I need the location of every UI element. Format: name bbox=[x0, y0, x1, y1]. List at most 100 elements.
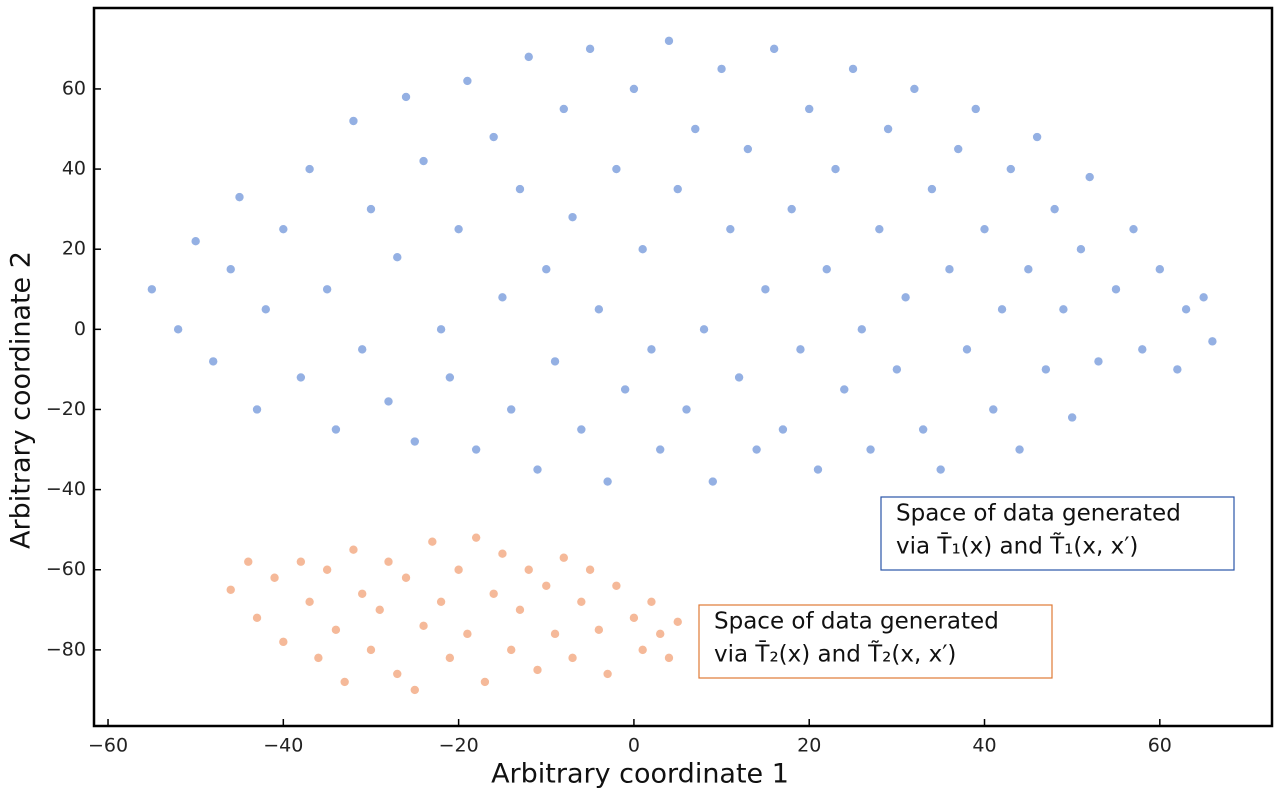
point bbox=[637, 244, 648, 255]
point bbox=[278, 637, 289, 647]
point bbox=[296, 372, 306, 383]
point bbox=[953, 144, 964, 154]
point bbox=[296, 556, 306, 567]
x-tick-label: 20 bbox=[797, 735, 821, 757]
point bbox=[760, 284, 771, 295]
point bbox=[1058, 304, 1069, 315]
x-tick-label: 40 bbox=[972, 735, 996, 757]
point bbox=[778, 424, 788, 435]
point bbox=[1049, 204, 1060, 214]
x-tick-label: −40 bbox=[263, 735, 303, 757]
point bbox=[1006, 164, 1016, 174]
point bbox=[1041, 364, 1051, 375]
point bbox=[234, 192, 245, 202]
point bbox=[331, 625, 341, 635]
point bbox=[418, 621, 429, 631]
point bbox=[1198, 292, 1209, 303]
point bbox=[629, 84, 639, 94]
point bbox=[900, 292, 911, 303]
point bbox=[1155, 264, 1165, 275]
point bbox=[892, 364, 902, 375]
point bbox=[445, 653, 455, 663]
point bbox=[173, 324, 183, 335]
point bbox=[681, 404, 692, 415]
annotation-text: Space of data generated bbox=[896, 501, 1181, 527]
annotation-box bbox=[880, 496, 1235, 571]
x-tick-label: 60 bbox=[1148, 735, 1172, 757]
annotation-box bbox=[698, 604, 1053, 679]
point bbox=[225, 584, 236, 595]
point bbox=[874, 224, 885, 234]
y-axis-label: Arbitrary coordinate 2 bbox=[6, 251, 37, 549]
point bbox=[374, 605, 385, 615]
point bbox=[786, 204, 797, 214]
point bbox=[664, 36, 674, 46]
point bbox=[646, 596, 657, 607]
point bbox=[401, 92, 411, 102]
y-tick-label: 20 bbox=[62, 238, 86, 260]
point bbox=[225, 264, 236, 275]
point bbox=[857, 324, 867, 335]
point bbox=[1111, 284, 1121, 295]
point bbox=[699, 324, 709, 335]
point bbox=[585, 564, 595, 575]
point bbox=[515, 184, 525, 194]
point bbox=[515, 605, 525, 615]
point bbox=[655, 444, 666, 455]
point bbox=[243, 556, 254, 567]
point bbox=[909, 84, 920, 94]
point bbox=[935, 464, 946, 475]
point bbox=[611, 580, 622, 591]
point bbox=[532, 665, 543, 675]
point bbox=[918, 424, 928, 435]
point bbox=[409, 436, 420, 447]
point bbox=[795, 344, 806, 355]
point bbox=[708, 476, 718, 487]
point bbox=[418, 156, 429, 166]
point bbox=[331, 424, 341, 435]
point bbox=[839, 384, 850, 395]
point bbox=[716, 64, 727, 74]
point bbox=[506, 645, 517, 655]
point bbox=[1067, 412, 1077, 423]
point bbox=[366, 645, 376, 655]
point bbox=[769, 44, 779, 54]
point bbox=[453, 224, 464, 234]
point bbox=[322, 284, 332, 295]
point bbox=[550, 629, 560, 639]
point bbox=[278, 224, 289, 234]
point bbox=[462, 629, 473, 639]
point bbox=[611, 164, 622, 174]
point bbox=[383, 396, 394, 407]
point bbox=[1076, 244, 1086, 255]
point bbox=[1137, 344, 1148, 355]
point bbox=[567, 653, 578, 663]
point bbox=[462, 76, 473, 86]
point bbox=[541, 264, 552, 275]
plot-frame bbox=[92, 6, 1274, 728]
point bbox=[357, 344, 368, 355]
point bbox=[848, 64, 858, 74]
point bbox=[348, 544, 359, 555]
point bbox=[672, 617, 683, 627]
point bbox=[348, 116, 359, 126]
y-tick-label: −20 bbox=[46, 398, 86, 420]
point bbox=[1207, 336, 1218, 347]
point bbox=[506, 404, 517, 415]
point bbox=[436, 324, 446, 335]
point bbox=[734, 372, 744, 383]
point bbox=[962, 344, 972, 355]
point bbox=[471, 532, 481, 543]
point bbox=[313, 653, 324, 663]
point bbox=[979, 224, 990, 234]
point bbox=[813, 464, 823, 475]
y-tick-label: 40 bbox=[62, 158, 86, 180]
y-tick-label: −60 bbox=[46, 558, 86, 580]
x-tick-label: −20 bbox=[439, 735, 479, 757]
point bbox=[602, 476, 613, 487]
point bbox=[883, 124, 893, 134]
point bbox=[488, 588, 499, 599]
point bbox=[453, 564, 464, 575]
point bbox=[725, 224, 736, 234]
